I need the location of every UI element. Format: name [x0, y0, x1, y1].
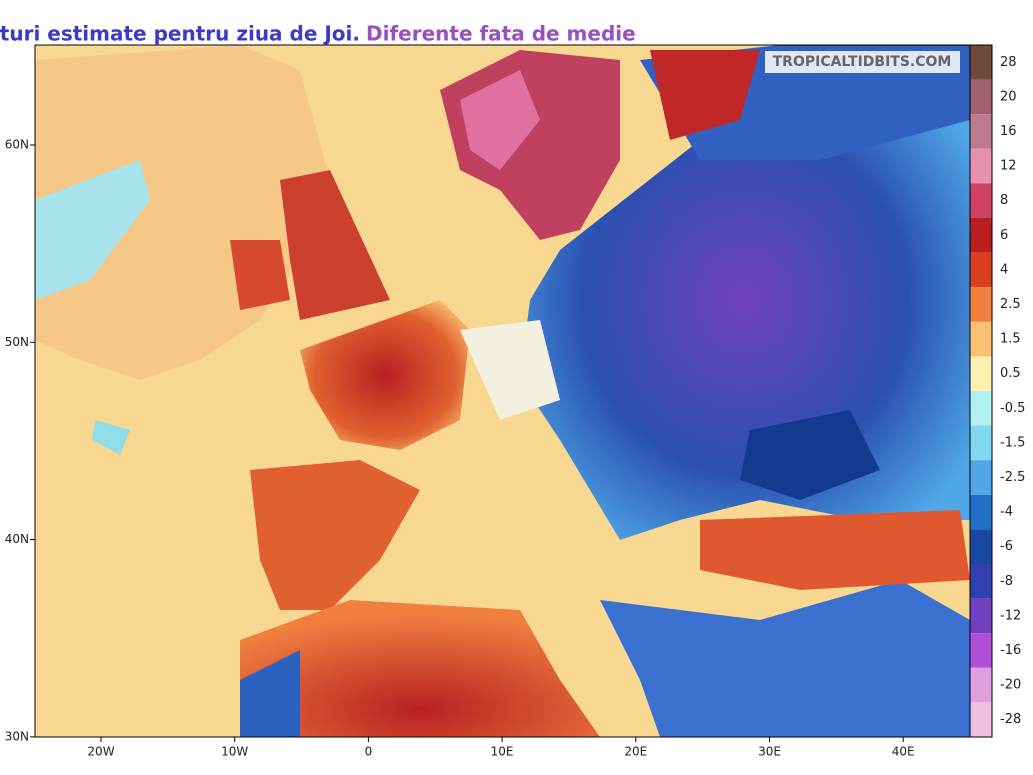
colorbar-swatch	[970, 633, 992, 668]
colorbar-label: 12	[1000, 159, 1017, 174]
lon-label: 10W	[221, 745, 248, 759]
colorbar: 28 20 16 12 8 6 4 2.5 1.5 0.5 -0.5 -1.5 -2.5 -4 -6 -8 -1…	[969, 44, 1025, 738]
colorbar-swatch	[970, 494, 992, 530]
colorbar-swatch	[970, 460, 992, 495]
title: Temperaturi estimate pentru ziua de Joi.…	[0, 22, 636, 46]
colorbar-label: 8	[1000, 193, 1008, 208]
colorbar-label: 20	[1000, 89, 1017, 104]
lon-label: 40E	[892, 745, 915, 759]
colorbar-swatch	[970, 564, 992, 599]
colorbar-label: 28	[1000, 55, 1017, 70]
colorbar-label: -4	[1000, 505, 1013, 520]
map-field	[35, 45, 970, 737]
colorbar-label: -8	[1000, 574, 1013, 589]
watermark: TROPICALTIDBITS.COM	[773, 54, 952, 70]
colorbar-swatch	[970, 667, 992, 703]
colorbar-label: 16	[1000, 124, 1017, 139]
lon-label: 30E	[758, 745, 781, 759]
lon-label: 20E	[624, 745, 647, 759]
lon-label: 10E	[491, 745, 514, 759]
lat-label: 50N	[5, 335, 29, 349]
colorbar-swatch	[970, 321, 992, 357]
colorbar-label: -6	[1000, 539, 1013, 554]
colorbar-swatch	[970, 183, 992, 218]
colorbar-label: 0.5	[1000, 366, 1021, 381]
colorbar-label: -1.5	[1000, 435, 1025, 450]
lon-label: 20W	[87, 745, 114, 759]
watermark-box	[765, 51, 960, 73]
colorbar-label: -12	[1000, 608, 1021, 623]
colorbar-swatch	[970, 287, 992, 322]
colorbar-label: 1.5	[1000, 332, 1021, 347]
colorbar-swatch	[970, 702, 992, 737]
colorbar-label: -0.5	[1000, 401, 1025, 416]
title-main: Temperaturi estimate pentru ziua de Joi.	[0, 22, 360, 46]
colorbar-label: -16	[1000, 643, 1021, 658]
colorbar-label: 6	[1000, 228, 1008, 243]
colorbar-label: 2.5	[1000, 297, 1021, 312]
colorbar-swatch	[970, 598, 992, 634]
colorbar-swatch	[970, 45, 992, 80]
title-sub: Diferente fata de medie	[366, 22, 636, 46]
axes: 60N 50N 40N 30N 20W 10W 0 10E 20E 30E 40E	[5, 138, 915, 759]
lon-label: 0	[365, 745, 373, 759]
colorbar-label: -20	[1000, 678, 1021, 693]
colorbar-label: -28	[1000, 712, 1021, 727]
colorbar-swatch	[970, 114, 992, 149]
colorbar-label: 4	[1000, 262, 1008, 277]
colorbar-swatch	[970, 529, 992, 564]
colorbar-swatch	[970, 425, 992, 461]
lat-label: 60N	[5, 138, 29, 152]
colorbar-swatch	[970, 356, 992, 391]
colorbar-swatch	[970, 391, 992, 426]
lat-label: 40N	[5, 532, 29, 546]
colorbar-label: -2.5	[1000, 470, 1025, 485]
colorbar-swatch	[970, 218, 992, 253]
colorbar-frame	[969, 44, 993, 738]
colorbar-swatch	[970, 252, 992, 288]
colorbar-swatch	[970, 79, 992, 115]
colorbar-swatch	[970, 148, 992, 184]
lat-label: 30N	[5, 729, 29, 743]
